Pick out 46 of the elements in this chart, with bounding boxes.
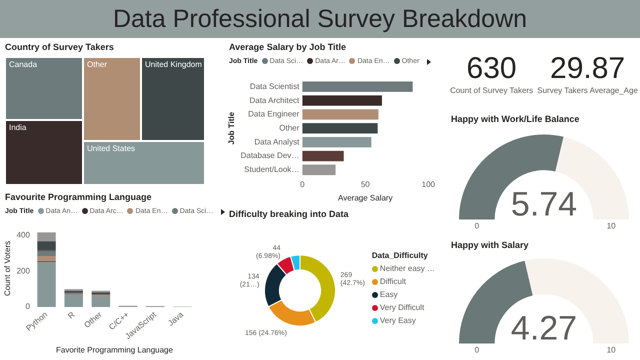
- tile: United States: [83, 141, 205, 185]
- y-tick-label: Other: [279, 124, 300, 133]
- legend-label: Very Difficult: [378, 303, 424, 312]
- y-tick-label: 200: [16, 266, 30, 276]
- y-tick-label: 400: [16, 230, 30, 240]
- tile: Canada: [5, 57, 83, 120]
- tile: Other: [83, 57, 141, 142]
- y-tick-label: 0: [25, 302, 30, 312]
- y-tick-label: Data Architect: [249, 96, 300, 105]
- text: Data Professional Survey Breakdown: [112, 4, 528, 34]
- y-tick-label: Database Dev…: [240, 151, 300, 160]
- text: 0: [474, 346, 480, 355]
- y-axis-title: Count of Voters: [3, 240, 12, 296]
- text: 0: [474, 222, 480, 231]
- data-label: 4.27: [510, 310, 578, 348]
- x-tick-label: 50: [360, 180, 370, 189]
- data-label: 5.74: [510, 186, 578, 224]
- y-axis-title: Job Title: [227, 111, 236, 145]
- tile: India: [5, 120, 83, 185]
- x-tick-label: Java: [166, 310, 186, 328]
- x-axis-title: Average Salary: [338, 193, 393, 202]
- x-axis-title: Favorite Programming Language: [56, 345, 174, 354]
- legend-label: Very Easy: [378, 316, 416, 325]
- text: Country of Survey Takers: [5, 42, 115, 52]
- text: Survey Takers Average_Age: [537, 86, 638, 95]
- x-tick-label: R: [66, 310, 77, 321]
- text: 630: [466, 52, 518, 86]
- legend-label: Difficult: [378, 277, 406, 286]
- text: 10: [606, 346, 616, 355]
- y-tick-label: Student/Look…: [244, 165, 300, 174]
- chart-title: Average Salary by Job Title: [229, 42, 348, 52]
- text: 29.87: [549, 52, 626, 86]
- y-tick-label: Data Scientist: [250, 82, 300, 91]
- y-tick-label: Data Analyst: [254, 137, 300, 146]
- chart-title: Difficulty breaking into Data: [229, 209, 350, 219]
- y-tick-label: Data Engineer: [248, 110, 300, 119]
- chart-title: Happy with Work/Life Balance: [451, 114, 580, 124]
- tile: United Kingdom: [141, 57, 205, 142]
- legend-label: Easy: [378, 290, 398, 299]
- chart-title: Favourite Programming Language: [5, 192, 153, 202]
- legend-label: Neither easy …: [378, 264, 435, 273]
- text: 10: [606, 222, 616, 231]
- legend-title: Data_Difficulty: [372, 251, 428, 260]
- chart-title: Happy with Salary: [451, 240, 530, 250]
- text: Count of Survey Takers: [450, 86, 534, 95]
- x-tick-label: 100: [422, 180, 436, 189]
